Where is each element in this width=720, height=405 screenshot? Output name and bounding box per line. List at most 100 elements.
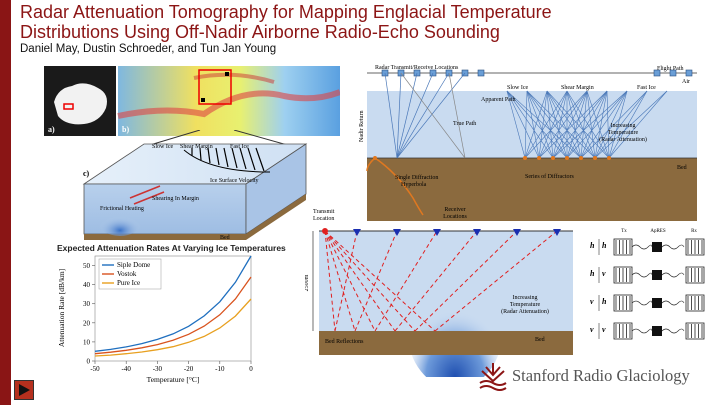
nadir-return-label: Nadir Return — [359, 111, 365, 143]
label-a: a) — [48, 125, 55, 134]
flowline-slow-ice: Slow Ice — [152, 144, 173, 150]
play-button[interactable] — [14, 380, 34, 400]
diffractor-point — [579, 156, 583, 160]
receiver-icon — [353, 229, 361, 236]
title-line-1: Radar Attenuation Tomography for Mapping… — [20, 2, 552, 22]
flight-temp-3: (Radar Attenuation) — [599, 136, 647, 143]
transmit-marker — [322, 228, 328, 234]
series-diffractors-label: Series of Diffractors — [525, 173, 575, 180]
receiver-label-2: Locations — [443, 214, 467, 220]
apres-unit-icon — [652, 270, 662, 280]
y-tick-label: 20 — [83, 319, 91, 327]
flowline-shear-margin: Shear Margin — [180, 144, 213, 150]
ground-radar-diagram: Transmit Location Receiver Locations 250… — [305, 207, 573, 377]
polarization-panel: Tx ApRES Rx h hh vv hv v — [590, 229, 705, 340]
x-tick-label: -50 — [90, 365, 100, 373]
transmit-label-1: Transmit — [313, 209, 335, 215]
y-tick-label: 0 — [87, 358, 91, 366]
apres-unit-icon — [652, 242, 662, 252]
diffractor-point — [551, 156, 555, 160]
x-tick-label: -20 — [184, 365, 194, 373]
legend-label: Vostok — [117, 270, 137, 278]
inset-location-box — [63, 103, 74, 110]
ground-temp-2: Temperature — [510, 302, 541, 308]
y-tick-label: 50 — [83, 262, 91, 270]
ground-bed-label: Bed — [535, 337, 545, 343]
pol-tx-mode: h — [590, 269, 595, 278]
stanford-logo-icon — [479, 363, 507, 391]
ground-temp-1: Increasing — [513, 295, 538, 301]
legend-label: Siple Dome — [117, 261, 150, 269]
pol-rx-mode: v — [602, 269, 606, 278]
apres-unit-icon — [652, 298, 662, 308]
flight-temp-1: Increasing — [611, 123, 636, 129]
y-tick-label: 10 — [83, 338, 91, 346]
depth-label: 2500m — [305, 274, 310, 291]
flight-temp-2: Temperature — [608, 130, 639, 136]
diffraction-hyperbola — [374, 157, 424, 216]
ice-stream-band-2 — [193, 72, 275, 84]
receiver-icon — [473, 229, 481, 236]
flight-shear-margin: Shear Margin — [561, 85, 594, 91]
receiver-icon — [433, 229, 441, 236]
receiver-icon — [553, 229, 561, 236]
map-marker-2 — [225, 72, 229, 76]
flight-slow-ice: Slow Ice — [507, 85, 528, 91]
x-tick-label: 0 — [249, 365, 253, 373]
rx-label: Rx — [691, 229, 697, 234]
bed-reflections-label: Bed Reflections — [325, 338, 364, 345]
shear-arrow-1 — [129, 185, 161, 199]
pol-rx-mode: h — [602, 297, 607, 306]
chart-xlabel: Temperature [°C] — [147, 375, 200, 384]
pol-rx-mode: h — [602, 241, 607, 250]
map-panel: a) b) — [44, 66, 340, 136]
diffractor-point — [565, 156, 569, 160]
diffractor-point — [523, 156, 527, 160]
pol-rx-mode: v — [602, 325, 606, 334]
flight-path-label: Flight Path — [657, 66, 684, 72]
flowline-frictional: Frictional Heating — [100, 206, 144, 212]
label-c: c) — [83, 169, 90, 178]
bed-rock — [367, 158, 697, 221]
diffractor-point — [607, 156, 611, 160]
authors: Daniel May, Dustin Schroeder, and Tun Ja… — [20, 43, 277, 55]
lab-name: Stanford Radio Glaciology — [512, 366, 690, 385]
x-tick-label: -10 — [215, 365, 225, 373]
slide-title: Radar Attenuation Tomography for Mapping… — [20, 2, 720, 42]
attenuation-chart: -50 -40 -30 -20 -10 0 0 10 20 30 40 50 Siple DomeVo… — [57, 255, 253, 384]
tx-label: Tx — [621, 229, 627, 234]
receiver-markers — [353, 229, 561, 236]
play-icon — [19, 384, 30, 396]
series-line-vostok — [94, 276, 252, 355]
flowline-shearing: Shearing In Margin — [152, 196, 199, 202]
pol-tx-mode: v — [590, 297, 594, 306]
title-line-2: Distributions Using Off-Nadir Airborne R… — [20, 22, 500, 42]
diffractor-series — [373, 156, 611, 160]
y-tick-label: 40 — [83, 281, 91, 289]
antenna-icon — [669, 69, 677, 77]
flight-path-diagram: Radar Transmit/Receive Locations Flight … — [359, 65, 697, 221]
ground-temp-3: (Radar Attenuation) — [501, 308, 549, 315]
flight-bed-label: Bed — [677, 165, 687, 171]
antenna-icon — [477, 69, 485, 77]
frictional-heat-zone — [98, 208, 142, 236]
flight-top-label: Radar Transmit/Receive Locations — [375, 65, 459, 71]
ground-ray-paths — [324, 230, 558, 332]
transmit-label-2: Location — [313, 216, 334, 222]
diffractor-point — [373, 156, 377, 160]
x-tick-label: -40 — [122, 365, 132, 373]
flowline-fast-ice: Fast Ice — [230, 144, 249, 150]
slide-sidebar-bar — [0, 0, 11, 405]
diffractor-point — [537, 156, 541, 160]
diffractor-point — [593, 156, 597, 160]
receiver-icon — [513, 229, 521, 236]
chart-ylabel: Attenuation Rate [dB/km] — [57, 269, 66, 347]
map-focus-box — [198, 69, 232, 105]
receiver-icon — [393, 229, 401, 236]
receiver-label-1: Receiver — [444, 207, 465, 213]
y-tick-label: 30 — [83, 300, 91, 308]
legend-label: Pure Ice — [117, 279, 140, 287]
pol-tx-mode: v — [590, 325, 594, 334]
apres-label: ApRES — [650, 229, 666, 234]
label-b: b) — [122, 125, 129, 134]
